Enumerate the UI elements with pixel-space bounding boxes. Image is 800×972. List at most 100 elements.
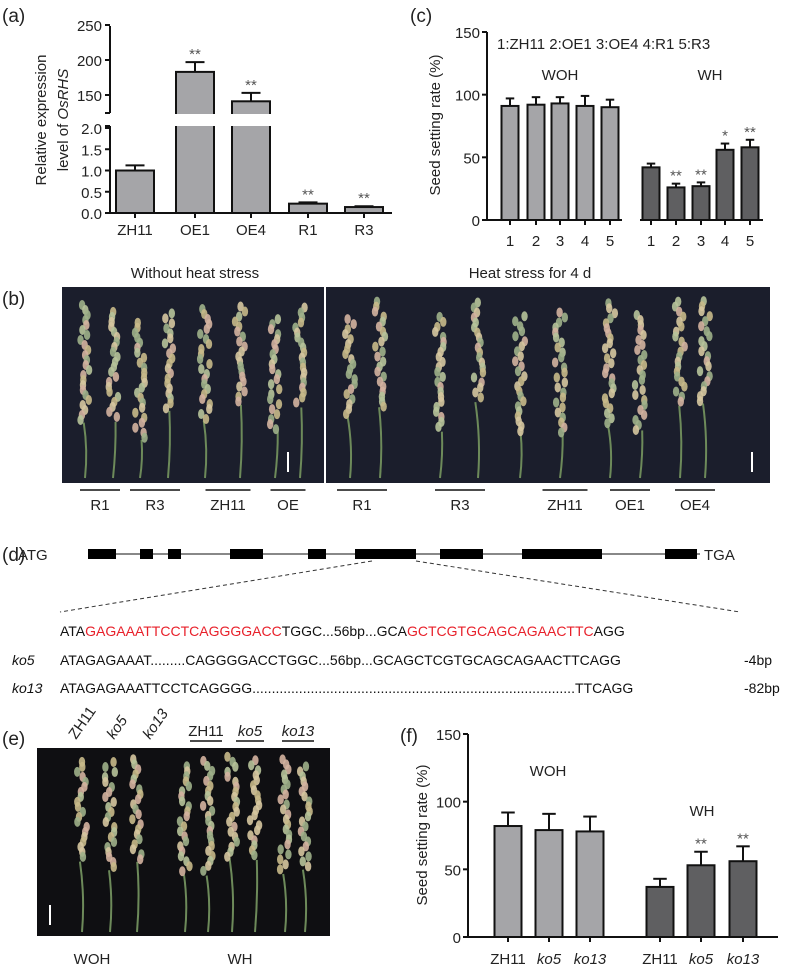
genotype-label: OE1 <box>615 497 645 514</box>
panel-label-e: (e) <box>2 729 25 750</box>
bar <box>493 825 523 939</box>
x-tick-label: 5 <box>606 233 614 250</box>
grain <box>345 369 353 380</box>
grain <box>198 364 205 375</box>
exon <box>140 549 153 559</box>
seq-seg: AGG <box>594 623 625 639</box>
grain <box>302 841 310 852</box>
grain <box>110 757 117 768</box>
zoom-guide-line <box>59 560 373 613</box>
grain <box>276 854 284 865</box>
grain <box>432 326 439 337</box>
y-tick-label: 100 <box>455 88 480 105</box>
grain <box>266 419 274 430</box>
panicle-stem <box>228 858 235 933</box>
significance-marker: ** <box>245 77 257 94</box>
grain <box>246 815 254 826</box>
grain <box>241 386 248 397</box>
significance-marker: ** <box>695 836 707 853</box>
significance-marker: ** <box>189 46 201 63</box>
grain <box>439 371 446 382</box>
grain <box>235 396 242 407</box>
grain <box>106 386 113 397</box>
panel-d-gene-structure: ATG TGA ATAGAGAAATTCCTCAGGGGACCTGGC...56… <box>12 547 780 696</box>
grain <box>199 800 207 811</box>
y-tick-label: 0.5 <box>81 185 102 202</box>
grain <box>632 425 640 436</box>
grain <box>162 313 169 324</box>
panicle-stem <box>78 861 85 933</box>
significance-marker: ** <box>737 830 749 847</box>
grain <box>236 336 243 347</box>
grain <box>77 415 84 426</box>
genotype-label: OE <box>277 497 299 514</box>
bar <box>500 104 520 221</box>
grain <box>298 392 306 403</box>
mutant-change: -82bp <box>744 680 780 696</box>
wt-sequence: ATAGAGAAATTCCTCAGGGGACCTGGC...56bp...GCA… <box>60 623 625 639</box>
y-tick-label: 0 <box>472 213 480 230</box>
grain <box>74 766 81 777</box>
grain <box>102 777 109 788</box>
grain <box>205 339 213 350</box>
grain <box>634 345 641 356</box>
grain <box>304 811 312 822</box>
grain <box>136 834 143 845</box>
grain <box>343 409 350 420</box>
grain <box>224 771 231 782</box>
grain <box>344 314 351 325</box>
panel-label-d: (d) <box>2 545 25 566</box>
panicle-stem <box>205 875 211 933</box>
grain <box>435 421 442 432</box>
x-tick-label: OE1 <box>180 222 210 239</box>
grain <box>559 402 566 413</box>
axis-break-gap <box>170 114 275 126</box>
grain <box>110 837 118 848</box>
panicle-stem <box>182 874 188 933</box>
significance-marker: ** <box>744 124 756 141</box>
grain <box>202 414 210 425</box>
photo-title-right: Heat stress for 4 d <box>469 265 592 282</box>
grain <box>251 850 258 861</box>
grain <box>186 861 193 872</box>
grain <box>512 331 519 342</box>
y-axis-label-c: Seed setting rate (%) <box>427 55 444 196</box>
bar <box>575 830 605 938</box>
exon <box>168 549 181 559</box>
grain <box>138 402 146 413</box>
y-label-gene: OsRHS <box>55 69 72 120</box>
x-tick-label: R1 <box>298 222 317 239</box>
grain <box>520 396 527 407</box>
grain <box>167 333 174 344</box>
bar <box>550 102 570 221</box>
grain <box>102 792 109 803</box>
group-label: ko13 <box>282 723 315 740</box>
grain <box>672 386 680 397</box>
x-tick-label: 4 <box>581 233 589 250</box>
significance-marker: * <box>722 128 728 145</box>
grain <box>137 854 144 865</box>
photo-bg <box>62 287 770 483</box>
y-axis-label-f: Seed setting rate (%) <box>414 765 431 906</box>
grain <box>274 314 282 325</box>
y-tick-label: 150 <box>455 25 480 42</box>
y-tick-label: 1.0 <box>81 164 102 181</box>
chart-a-expression: Relative expression level of OsRHS 150 20… <box>33 18 392 239</box>
exon <box>665 549 697 559</box>
condition-label: WH <box>228 951 253 968</box>
grain <box>113 411 121 422</box>
grain <box>237 301 244 312</box>
bar <box>686 864 716 938</box>
panicle-stem <box>346 415 353 479</box>
x-tick-label: ZH11 <box>642 951 678 968</box>
grain <box>85 395 92 406</box>
panel-b-photo: Without heat stress Heat stress for 4 d … <box>62 265 770 514</box>
exon <box>522 549 602 559</box>
grain <box>248 760 255 771</box>
genotype-label: R3 <box>145 497 164 514</box>
panel-label-a: (a) <box>2 6 25 27</box>
grain <box>284 839 291 850</box>
y-tick-label: 0 <box>453 930 461 947</box>
x-tick-label: 1 <box>647 233 655 250</box>
grain <box>678 321 685 332</box>
